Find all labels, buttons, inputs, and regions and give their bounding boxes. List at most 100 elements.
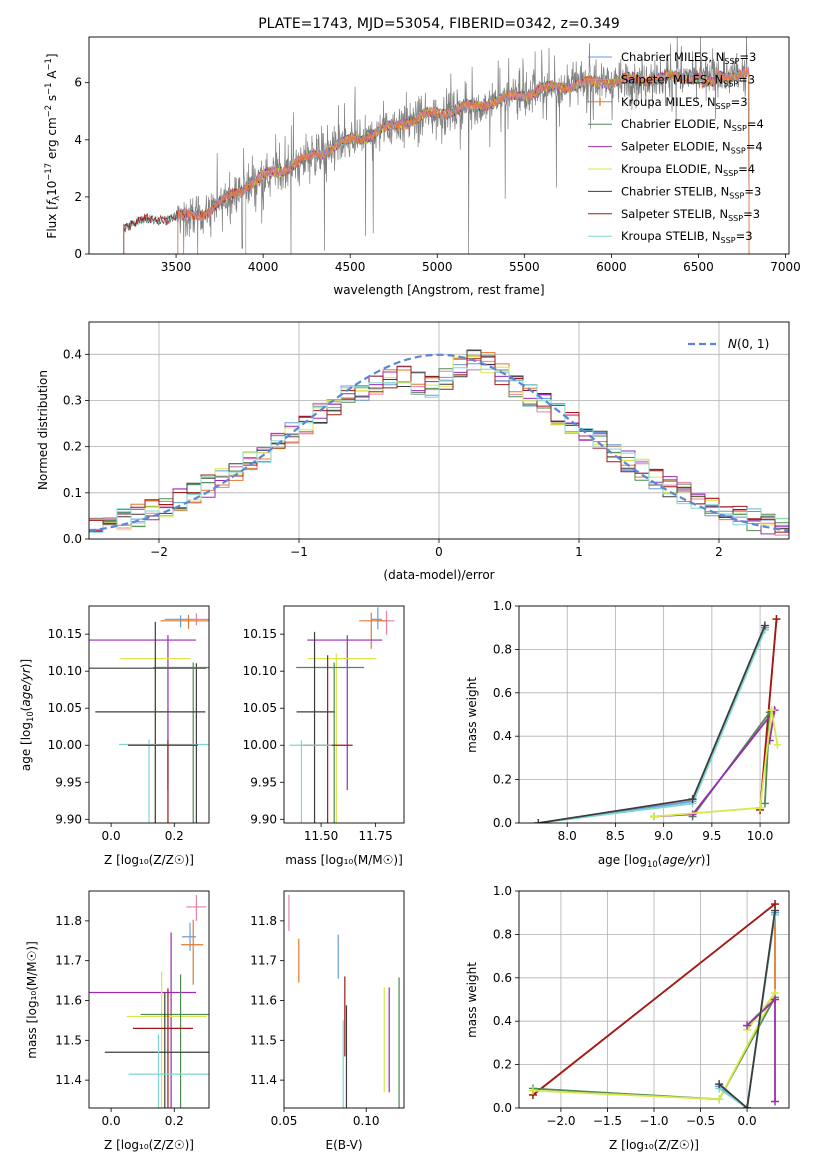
weight-line xyxy=(532,903,776,1096)
weight-marker xyxy=(771,995,780,1004)
label-part: 10 xyxy=(647,859,658,869)
x-axis-label: Z [log₁₀(Z/Z☉)] xyxy=(609,1138,699,1152)
label-part: age [log xyxy=(598,853,647,867)
y-tick-label: 0.0 xyxy=(493,816,512,830)
weight-marker xyxy=(765,736,774,745)
y-tick-label: 1.0 xyxy=(493,599,512,613)
label-part: ( xyxy=(19,707,33,712)
model-line xyxy=(177,67,750,254)
axes-frame xyxy=(283,605,405,824)
axes-frame xyxy=(88,321,790,540)
y-tick-label: 6 xyxy=(74,76,82,90)
label-part: Salpeter STELIB, N xyxy=(621,207,728,221)
plot-area xyxy=(534,615,782,823)
label-part: age/yr xyxy=(19,667,33,706)
y-tick-label: 11.6 xyxy=(55,993,82,1007)
label-part: Kroupa ELODIE, N xyxy=(621,162,723,176)
label-part: Kroupa STELIB, N xyxy=(621,229,721,243)
label-part: )] xyxy=(19,659,33,668)
x-axis-label: E(B-V) xyxy=(325,1138,362,1152)
label-part: Chabrier STELIB, N xyxy=(621,184,729,198)
legend-label: N(0, 1) xyxy=(728,337,769,351)
x-axis-label: (data-model)/error xyxy=(383,568,494,582)
x-tick-label: 7000 xyxy=(770,260,801,274)
x-tick-label: −1 xyxy=(290,545,308,559)
weight-marker xyxy=(760,621,769,630)
y-axis-label: mass weight xyxy=(465,962,479,1038)
y-tick-label: 9.90 xyxy=(250,812,277,826)
x-tick-label: 8.0 xyxy=(558,829,577,843)
label-part: A xyxy=(45,70,59,83)
legend-label: Salpeter STELIB, NSSP=3 xyxy=(621,207,760,223)
label-part: =4 xyxy=(747,117,764,131)
y-tick-label: 11.8 xyxy=(250,914,277,928)
legend-label: Kroupa ELODIE, NSSP=4 xyxy=(621,162,755,178)
y-tick-label: 11.8 xyxy=(55,914,82,928)
panel-age_vs_mass: 11.50 11.75 9.90 9.95 10.00 10.05 10.10 10.15 ma… xyxy=(243,605,405,867)
weight-marker xyxy=(756,803,765,812)
x-tick-label: −0.5 xyxy=(686,1114,715,1128)
weight-line xyxy=(538,625,766,823)
x-tick-label: 11.75 xyxy=(358,829,392,843)
plot-area xyxy=(528,900,780,1108)
chart-title: PLATE=1743, MJD=53054, FIBERID=0342, z=0… xyxy=(258,16,620,32)
model-line xyxy=(177,67,750,254)
x-tick-label: 1 xyxy=(575,545,583,559)
y-tick-label: 0.4 xyxy=(493,1014,512,1028)
x-tick-label: 6500 xyxy=(683,260,714,274)
label-part: −1 xyxy=(43,58,53,70)
x-tick-label: 0.05 xyxy=(271,1114,298,1128)
x-tick-label: 9.5 xyxy=(702,829,721,843)
ticks: −2.0 −1.5 −1.0 −0.5 0.0 0.0 0.2 0.4 0.6 0.8 1.0 xyxy=(493,884,757,1128)
y-tick-label: 9.90 xyxy=(55,812,82,826)
legend-label: Salpeter MILES, NSSP=3 xyxy=(621,72,755,88)
y-tick-label: 11.7 xyxy=(250,954,277,968)
y-axis-label: age [log10(age/yr)] xyxy=(19,659,35,771)
label-part: erg cm xyxy=(45,117,59,163)
label-part: SSP xyxy=(721,236,736,245)
y-tick-label: 0.6 xyxy=(493,686,512,700)
y-tick-label: 4 xyxy=(74,133,82,147)
y-tick-label: 11.6 xyxy=(250,993,277,1007)
y-tick-label: 0.4 xyxy=(493,729,512,743)
label-part: Salpeter MILES, N xyxy=(621,72,723,86)
weight-marker xyxy=(760,799,769,808)
label-part: N xyxy=(728,337,737,351)
y-axis-label: Normed distribution xyxy=(36,370,50,490)
x-tick-label: 5000 xyxy=(422,260,453,274)
y-tick-label: 0.8 xyxy=(493,927,512,941)
weight-line xyxy=(538,629,766,823)
y-tick-label: 10.10 xyxy=(243,664,277,678)
y-axis-label: mass [log₁₀(M/M☉)] xyxy=(25,941,39,1059)
label-part: Kroupa MILES, N xyxy=(621,95,716,109)
x-tick-label: −1.0 xyxy=(639,1114,668,1128)
y-tick-label: 0.0 xyxy=(63,532,82,546)
y-tick-label: 0.3 xyxy=(63,393,82,407)
y-tick-label: 0.8 xyxy=(493,642,512,656)
y-tick-label: 11.4 xyxy=(250,1073,277,1087)
y-tick-label: 0.2 xyxy=(493,773,512,787)
weight-marker xyxy=(688,795,697,804)
x-tick-label: 8.5 xyxy=(606,829,625,843)
label-part: =4 xyxy=(738,162,755,176)
ticks: 0.0 0.2 11.4 11.5 11.6 11.7 11.8 xyxy=(55,914,184,1128)
label-part: SSP xyxy=(723,79,738,88)
y-tick-label: 10.15 xyxy=(243,627,277,641)
x-tick-label: 9.0 xyxy=(654,829,673,843)
y-tick-label: 10.05 xyxy=(48,701,82,715)
plot-area xyxy=(289,607,395,823)
gaussian-curve xyxy=(89,353,789,532)
label-part: SSP xyxy=(723,169,738,178)
y-tick-label: 10.00 xyxy=(243,738,277,752)
label-part: age/yr xyxy=(662,853,701,867)
y-axis-label: mass weight xyxy=(465,677,479,753)
x-tick-label: 0.2 xyxy=(165,829,184,843)
label-part: −2 xyxy=(43,105,53,117)
x-axis-label: Z [log₁₀(Z/Z☉)] xyxy=(104,1138,194,1152)
ticks: −2 −1 0 1 2 0.0 0.1 0.2 0.3 0.4 xyxy=(63,347,723,559)
y-tick-label: 0.2 xyxy=(63,440,82,454)
plot-area xyxy=(89,349,789,536)
legend-label: Salpeter ELODIE, NSSP=4 xyxy=(621,140,763,156)
y-tick-label: 11.7 xyxy=(55,954,82,968)
